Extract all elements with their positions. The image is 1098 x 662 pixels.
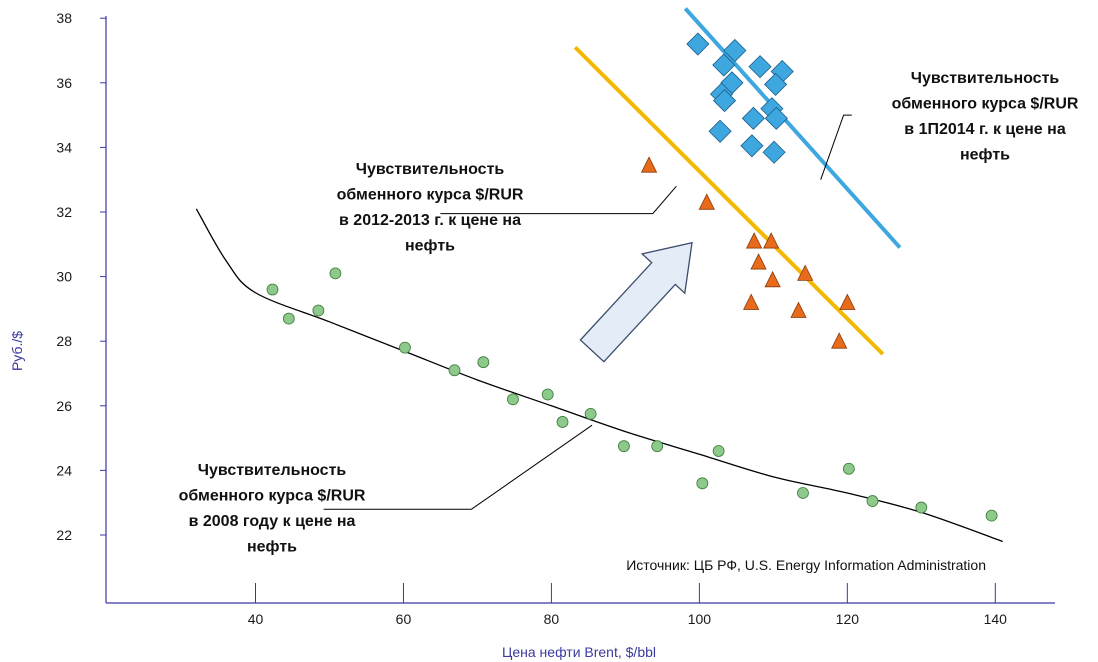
data-point-circle [312,304,325,317]
trendline-line [683,7,902,249]
x-tick-label: 120 [836,611,860,627]
annotation-text-line: обменного курса $/RUR [337,187,524,204]
annotation-text-line: Чувствительность [356,161,505,178]
data-point-circle [584,407,597,420]
data-point-circle [842,462,855,475]
y-tick-label: 36 [56,75,72,91]
data-point-triangle [640,156,658,173]
y-tick-label: 24 [56,462,72,478]
data-point-diamond [740,134,764,158]
annotation-text-line: обменного курса $/RUR [179,488,366,505]
data-point-triangle [839,293,856,310]
annotation-leader-line [820,114,852,180]
data-point-triangle [764,270,781,288]
data-point-circle [797,487,809,499]
trendlines [195,7,1003,543]
annotation-text-line: нефть [405,238,455,255]
data-point-circle [399,341,411,354]
data-point-circle [696,477,709,490]
data-point-diamond [764,106,788,130]
data-point-diamond [748,55,772,79]
trendline-line [573,45,885,356]
y-tick-label: 34 [56,139,72,155]
data-point-diamond [686,32,710,56]
data-point-triangle [790,301,807,318]
data-point-circle [866,495,879,507]
y-tick-label: 26 [56,398,72,414]
axes [100,16,1055,604]
annotation-text-line: Чувствительность [198,462,347,479]
annotations: Чувствительность обменного курса $/RUR в 2… [179,70,1079,556]
data-point-circle [448,364,461,377]
annotation-leader-line [323,424,593,510]
data-point-triangle [750,253,767,270]
data-point-circle [985,509,998,522]
y-tick-label: 30 [56,269,72,285]
annotation-text-line: нефть [247,539,297,556]
annotation-text-line: Чувствительность [911,70,1060,87]
annotation-text-line: нефть [960,147,1010,164]
data-point-diamond [764,72,788,96]
x-tick-label: 80 [544,611,560,627]
data-point-circle [266,283,279,296]
x-tick-label: 140 [984,611,1008,627]
data-point-diamond [723,38,747,63]
data-points [266,32,998,522]
data-point-diamond [712,53,736,77]
data-point-circle [282,312,295,325]
y-tick-label: 28 [56,333,72,349]
y-tick-label: 38 [56,10,72,26]
x-tick-label: 100 [688,611,712,627]
annotation-text-line: в 2008 году к цене на [189,513,356,530]
data-point-triangle [831,332,848,349]
data-point-diamond [712,88,737,113]
y-tick-label: 22 [56,527,72,543]
data-point-diamond [708,119,732,143]
data-point-circle [618,440,630,453]
data-point-circle [507,393,519,406]
data-point-triangle [745,232,763,249]
annotation-text-line: в 1П2014 г. к цене на [904,121,1066,138]
direction-arrow [579,241,693,363]
x-axis-title: Цена нефти Brent, $/bbl [502,644,656,660]
block-arrow [579,241,693,363]
x-tick-label: 40 [248,611,264,627]
tick-labels: 22 24 26 28 30 32 34 36 38 40 60 80 100 120 140 [56,10,1007,627]
data-point-triangle [762,232,780,249]
annotation-text-line: обменного курса $/RUR [892,96,1079,113]
source-note: Источник: ЦБ РФ, U.S. Energy Information… [626,557,986,573]
data-point-circle [651,440,664,453]
trendline-curve [195,208,1003,543]
annotation-leader-line [440,185,677,215]
data-point-diamond [741,106,765,130]
x-tick-label: 60 [396,611,412,627]
data-point-diamond [762,140,786,164]
data-point-circle [329,267,342,280]
data-point-circle [556,416,569,428]
data-point-circle [541,388,554,401]
y-axis-title: Руб./$ [9,331,25,371]
data-point-triangle [698,193,715,210]
data-point-circle [477,356,490,369]
y-tick-label: 32 [56,204,72,220]
annotation-leaders [323,114,852,510]
data-point-circle [915,501,928,514]
data-point-triangle [743,293,760,310]
data-point-triangle [797,264,814,281]
data-point-circle [712,445,725,457]
annotation-text-line: в 2012-2013 г. к цене на [339,212,521,229]
